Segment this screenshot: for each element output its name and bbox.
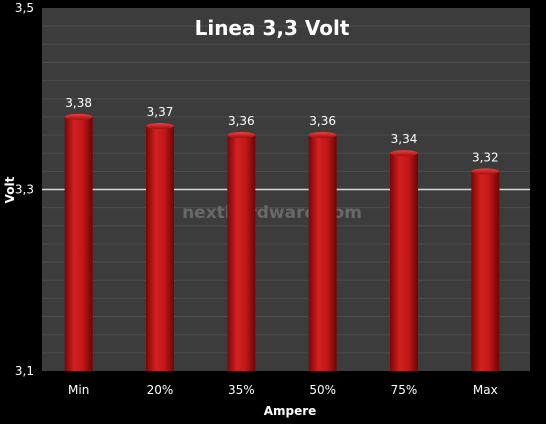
- bar-body: [308, 135, 337, 371]
- bar-cap: [227, 132, 256, 139]
- x-axis: Min 20% 35% 50% 75% Max: [68, 383, 498, 397]
- y-axis-label: Volt: [3, 176, 17, 203]
- bar-Min: [64, 113, 93, 372]
- bar-Max: [471, 168, 500, 371]
- value-labels: 3,38 3,37 3,36 3,36 3,34 3,32: [65, 96, 498, 164]
- x-tick-label: 50%: [309, 383, 336, 397]
- data-label: 3,34: [391, 132, 418, 146]
- data-label: 3,36: [228, 114, 255, 128]
- bar-body: [390, 153, 418, 371]
- data-label: 3,36: [309, 114, 336, 128]
- y-axis: 3,1 3,3 3,5: [15, 1, 34, 378]
- bar-cap: [471, 168, 500, 175]
- x-tick-label: 75%: [391, 383, 418, 397]
- y-tick-label: 3,5: [15, 1, 34, 15]
- y-tick-label: 3,3: [15, 183, 34, 197]
- data-label: 3,32: [472, 150, 499, 164]
- gridlines: [42, 25, 530, 354]
- bar-50%: [308, 132, 337, 371]
- data-label: 3,38: [65, 96, 92, 110]
- chart-title: Linea 3,3 Volt: [195, 16, 350, 40]
- data-label: 3,37: [147, 105, 174, 119]
- bar-cap: [146, 122, 174, 129]
- x-tick-label: Max: [473, 383, 498, 397]
- bar-body: [471, 171, 500, 371]
- bar-cap: [64, 113, 93, 120]
- y-tick-label: 3,1: [15, 364, 34, 378]
- x-tick-label: 20%: [147, 383, 174, 397]
- x-tick-label: 35%: [228, 383, 255, 397]
- bar-body: [146, 125, 174, 371]
- bar-body: [64, 116, 93, 372]
- bar-20%: [146, 122, 174, 371]
- bar-body: [227, 135, 256, 371]
- bar-cap: [308, 132, 337, 139]
- bar-75%: [390, 150, 418, 371]
- bars: [64, 113, 500, 372]
- bar-cap: [390, 150, 418, 157]
- x-axis-label: Ampere: [264, 404, 317, 418]
- bar-35%: [227, 132, 256, 371]
- x-tick-label: Min: [68, 383, 89, 397]
